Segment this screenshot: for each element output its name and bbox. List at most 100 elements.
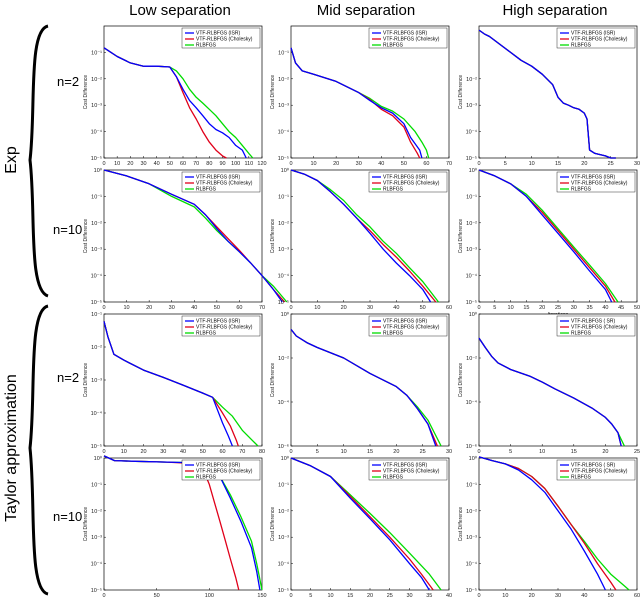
x-tick-label: 80 — [259, 449, 265, 455]
x-tick-label: 50 — [608, 593, 614, 599]
x-tick-label: 20 — [581, 161, 587, 167]
series-line-0 — [478, 456, 606, 591]
legend: VTF-RLBFGS ( SR)VTF-RLBFGS (Cholesky)RLB… — [556, 315, 636, 337]
x-tick-label: 20 — [393, 449, 399, 455]
x-tick-label: 50 — [401, 161, 407, 167]
x-tick-label: 0 — [102, 305, 105, 311]
legend-entry: RLBFGS — [196, 475, 217, 481]
x-tick-label: 110 — [244, 161, 253, 167]
legend: VTF-RLBFGS (ISR)VTF-RLBFGS (Cholesky)RLB… — [368, 27, 448, 49]
x-tick-label: 20 — [539, 305, 545, 311]
y-axis-label: Cost Difference — [270, 507, 276, 542]
legend-entry: VTF-RLBFGS (Cholesky) — [196, 181, 253, 187]
x-tick-label: 60 — [446, 305, 452, 311]
y-tick-label: 10⁻¹ — [91, 194, 102, 200]
series-line-0 — [478, 337, 622, 447]
y-tick-label: 10⁻³ — [91, 378, 102, 384]
x-tick-label: 5 — [493, 305, 496, 311]
panel-3: 0 10 20 30 40 50 60 70 10⁻⁵ 10⁻⁴ 10⁻³ 10⁻² 10⁻¹ 10⁰ Co… — [83, 167, 288, 311]
y-tick-label: 10⁻⁴ — [91, 410, 103, 417]
y-tick-label: 10⁻¹ — [466, 194, 477, 200]
x-tick-label: 10 — [121, 449, 127, 455]
y-tick-label: 10⁻³ — [91, 247, 102, 253]
x-tick-label: 40 — [393, 305, 399, 311]
y-tick-label: 10⁻¹ — [91, 50, 102, 56]
x-tick-label: 5 — [509, 449, 512, 455]
y-tick-label: 10⁻⁶ — [466, 443, 477, 450]
x-tick-label: 50 — [167, 161, 173, 167]
legend-entry: VTF-RLBFGS (Cholesky) — [196, 469, 253, 475]
x-tick-label: 25 — [387, 593, 393, 599]
x-tick-label: 0 — [102, 449, 105, 455]
legend-box — [368, 171, 448, 193]
legend-entry: RLBFGS — [196, 187, 217, 193]
x-tick-label: 0 — [289, 593, 292, 599]
legend-entry: RLBFGS — [383, 331, 404, 337]
x-tick-label: 0 — [477, 161, 480, 167]
y-tick-label: 10⁻⁵ — [466, 299, 477, 306]
x-tick-label: 30 — [367, 305, 373, 311]
x-tick-label: 80 — [206, 161, 212, 167]
y-tick-label: 10⁻¹ — [91, 482, 102, 488]
x-tick-label: 20 — [602, 449, 608, 455]
x-tick-label: 25 — [634, 449, 640, 455]
y-tick-label: 10⁻³ — [466, 103, 477, 109]
x-tick-label: 15 — [347, 593, 353, 599]
legend-entry: VTF-RLBFGS (Cholesky) — [383, 325, 440, 331]
x-tick-label: 50 — [420, 305, 426, 311]
x-tick-label: 70 — [259, 305, 265, 311]
series-line-0 — [290, 328, 437, 447]
y-tick-label: 10⁰ — [469, 455, 478, 462]
x-tick-label: 10 — [341, 449, 347, 455]
legend-entry: VTF-RLBFGS (Cholesky) — [196, 325, 253, 331]
y-tick-label: 10⁻⁴ — [91, 273, 103, 280]
x-tick-label: 0 — [477, 449, 480, 455]
x-tick-label: 100 — [205, 593, 214, 599]
x-tick-label: 20 — [140, 449, 146, 455]
x-tick-label: 20 — [146, 305, 152, 311]
legend-entry: VTF-RLBFGS (ISR) — [383, 175, 428, 181]
y-tick-label: 10⁻⁴ — [91, 129, 103, 136]
y-axis-label: Cost Difference — [458, 363, 464, 398]
legend-entry: VTF-RLBFGS (Cholesky) — [383, 469, 440, 475]
column-header-high: High separation — [502, 2, 607, 19]
legend-box — [556, 27, 636, 49]
x-tick-label: 25 — [555, 305, 561, 311]
x-tick-label: 30 — [160, 449, 166, 455]
legend-entry: RLBFGS — [571, 43, 592, 49]
legend-entry: VTF-RLBFGS (ISR) — [383, 463, 428, 469]
group-label-exp: Exp — [3, 146, 20, 174]
legend: VTF-RLBFGS (ISR)VTF-RLBFGS (Cholesky)RLB… — [181, 315, 261, 337]
legend: VTF-RLBFGS (ISR)VTF-RLBFGS (Cholesky)RLB… — [181, 459, 261, 481]
x-tick-label: 150 — [257, 593, 266, 599]
x-tick-label: 25 — [608, 161, 614, 167]
y-axis-label: Cost Difference — [270, 75, 276, 110]
y-tick-label: 10⁻¹ — [91, 312, 102, 318]
group-label-taylor: Taylor approximation — [3, 374, 20, 522]
legend-entry: VTF-RLBFGS ( SR) — [571, 319, 616, 325]
x-tick-label: 30 — [571, 305, 577, 311]
series-line-0 — [290, 169, 432, 303]
legend: VTF-RLBFGS (ISR)VTF-RLBFGS (Cholesky)RLB… — [368, 315, 448, 337]
legend-entry: RLBFGS — [196, 43, 217, 49]
legend: VTF-RLBFGS (ISR)VTF-RLBFGS (Cholesky)RLB… — [368, 171, 448, 193]
legend-entry: RLBFGS — [383, 43, 404, 49]
x-tick-label: 0 — [289, 305, 292, 311]
x-tick-label: 60 — [423, 161, 429, 167]
y-tick-label: 10⁻² — [278, 77, 289, 83]
x-tick-label: 60 — [634, 593, 640, 599]
y-tick-label: 10⁻⁴ — [278, 399, 290, 406]
x-tick-label: 10 — [539, 449, 545, 455]
y-tick-label: 10⁻¹ — [466, 482, 477, 488]
x-tick-label: 60 — [236, 305, 242, 311]
x-tick-label: 0 — [477, 593, 480, 599]
legend-entry: VTF-RLBFGS (ISR) — [196, 175, 241, 181]
legend-box — [556, 171, 636, 193]
y-tick-label: 10⁰ — [469, 167, 478, 174]
y-tick-label: 10⁻⁵ — [278, 155, 289, 162]
y-tick-label: 10⁻² — [278, 356, 289, 362]
x-tick-label: 35 — [587, 305, 593, 311]
legend-entry: VTF-RLBFGS (ISR) — [571, 31, 616, 37]
y-tick-label: 10⁻⁴ — [278, 273, 290, 280]
